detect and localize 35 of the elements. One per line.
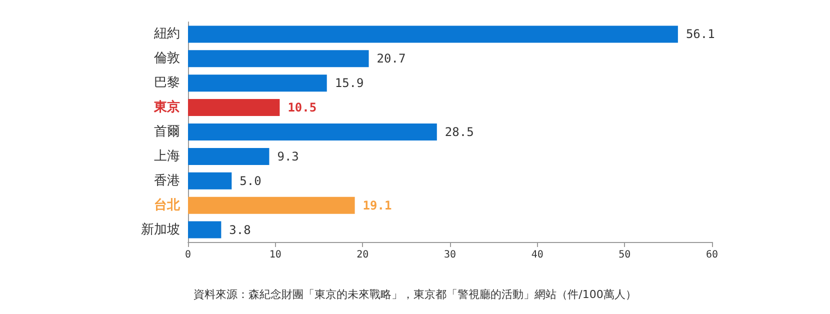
bar — [188, 124, 437, 140]
data-label: 10.5 — [288, 100, 317, 115]
y-tick-label: 東京 — [153, 99, 180, 116]
bar — [188, 74, 327, 92]
bar — [188, 26, 678, 43]
x-tick-label: 40 — [531, 250, 544, 260]
x-tick-label: 50 — [618, 250, 631, 260]
data-label: 9.3 — [277, 149, 299, 164]
x-tick-label: 60 — [706, 250, 718, 260]
x-tick-label: 0 — [184, 250, 192, 260]
data-label: 3.8 — [229, 222, 251, 237]
y-tick-label: 上海 — [154, 148, 180, 164]
source-note: 資料來源：森紀念財團「東京的未來戰略」，東京都「警視廳的活動」網站（件/100萬人） — [194, 288, 636, 301]
y-tick-label: 香港 — [154, 173, 180, 188]
y-tick-label: 台北 — [154, 196, 181, 213]
bar — [188, 172, 232, 190]
data-label: 28.5 — [444, 125, 474, 139]
x-tick-label: 20 — [356, 250, 369, 260]
x-tick-label: 10 — [269, 250, 282, 260]
y-tick-label: 紐約 — [153, 26, 180, 42]
bar — [188, 50, 369, 68]
bar — [188, 99, 280, 116]
data-label: 19.1 — [362, 198, 392, 212]
bar — [188, 196, 355, 214]
y-tick-label: 首爾 — [154, 124, 180, 140]
data-label: 20.7 — [376, 52, 406, 66]
bar — [188, 221, 222, 238]
x-tick-label: 30 — [444, 250, 456, 260]
y-tick-label: 倫敦 — [153, 51, 180, 66]
data-label: 5.0 — [240, 174, 262, 188]
y-tick-label: 新加坡 — [141, 222, 180, 238]
bar — [188, 148, 270, 165]
data-label: 15.9 — [334, 76, 364, 90]
y-tick-label: 巴黎 — [154, 76, 180, 91]
data-label: 56.1 — [686, 27, 715, 42]
